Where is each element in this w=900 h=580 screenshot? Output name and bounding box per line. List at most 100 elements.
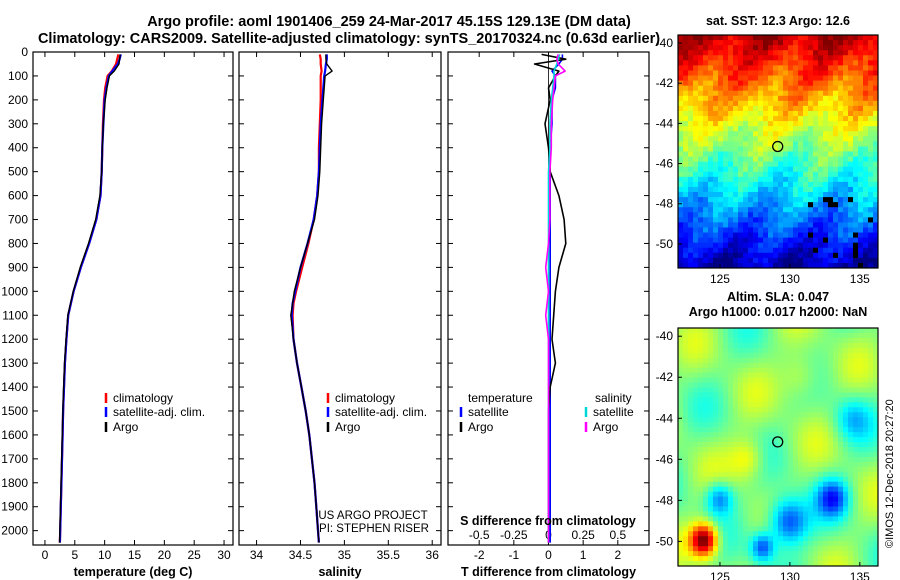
map-cell: [828, 387, 834, 393]
map-cell: [698, 95, 704, 102]
map-cell: [768, 60, 774, 66]
map-cell: [763, 496, 769, 502]
map-cell: [808, 121, 814, 127]
map-cell: [693, 437, 699, 443]
map-cell: [823, 110, 829, 117]
map-cell: [863, 197, 869, 203]
map-cell: [788, 422, 794, 428]
map-cell: [803, 506, 809, 512]
map-cell: [763, 247, 769, 254]
map-cell: [758, 427, 764, 433]
map-cell: [848, 382, 854, 388]
map-cell: [833, 242, 839, 249]
map-cell: [733, 342, 739, 349]
map-cell: [818, 65, 824, 71]
map-cell: [733, 116, 739, 122]
map-cell: [838, 451, 844, 458]
map-cell: [828, 105, 834, 112]
map-cell: [688, 332, 694, 339]
map-cell: [688, 536, 694, 542]
map-cell: [773, 151, 779, 157]
map-cell: [763, 136, 769, 142]
map-cell: [808, 247, 814, 254]
map-cell: [713, 461, 719, 468]
map-cell: [698, 437, 704, 443]
map-cell: [823, 105, 829, 112]
map-cell: [863, 262, 869, 269]
map-cell: [863, 362, 869, 369]
map-cell: [838, 347, 844, 354]
map-cell: [718, 176, 724, 183]
map-cell: [688, 75, 694, 81]
map-cell: [718, 50, 724, 56]
map-frame: [677, 327, 879, 567]
map-cell: [848, 100, 854, 107]
map-cell: [788, 367, 794, 374]
map-cell: [688, 100, 694, 107]
map-cell: [758, 501, 764, 507]
map-cell: [698, 496, 704, 502]
map-cell: [733, 541, 739, 547]
map-cell: [818, 551, 824, 557]
map-cell: [728, 166, 734, 173]
map-cell: [688, 357, 694, 364]
map-cell: [778, 116, 784, 122]
map-cell: [858, 496, 864, 502]
map-cell: [788, 442, 794, 448]
map-cell: [803, 427, 809, 433]
map-cell: [833, 427, 839, 433]
map-cell: [743, 526, 749, 532]
map-cell: [808, 262, 814, 269]
map-cell: [683, 232, 689, 239]
map-cell: [683, 126, 689, 132]
map-cell: [708, 432, 714, 438]
map-y-tick-label: -46: [656, 452, 674, 466]
map-cell: [753, 491, 759, 497]
map-cell: [773, 55, 779, 61]
map-cell: [813, 347, 819, 354]
map-cell: [818, 471, 824, 478]
map-cell: [823, 232, 829, 239]
map-cell: [798, 232, 804, 239]
map-cell: [793, 526, 799, 532]
map-cell: [773, 417, 779, 423]
map-cell: [683, 506, 689, 512]
map-cell: [783, 181, 789, 188]
map-cell: [733, 85, 739, 92]
map-cell: [843, 367, 849, 374]
map-cell: [688, 437, 694, 443]
map-cell: [758, 192, 764, 198]
map-cell: [818, 146, 824, 152]
map-cell: [703, 126, 709, 132]
map-cell: [728, 367, 734, 374]
map-cell: [868, 156, 874, 163]
map-cell: [833, 222, 839, 228]
map-cell: [688, 422, 694, 428]
map-cell: [698, 456, 704, 463]
map-cell: [778, 347, 784, 354]
map-cell: [833, 392, 839, 398]
map-cell: [808, 116, 814, 122]
map-cell: [803, 501, 809, 507]
map-cell: [678, 372, 684, 378]
map-cell: [733, 556, 739, 562]
map-cell: [738, 55, 744, 61]
map-cell: [683, 131, 689, 137]
map-cell: [703, 506, 709, 512]
map-cell: [813, 332, 819, 339]
map-cell: [823, 116, 829, 122]
map-cell: [803, 197, 809, 203]
map-cell: [768, 262, 774, 269]
map-cell: [828, 556, 834, 562]
map-cell: [733, 362, 739, 369]
map-cell: [843, 181, 849, 188]
map-cell: [808, 60, 814, 66]
map-cell: [868, 561, 874, 567]
map-cell: [783, 207, 789, 213]
map-cell: [718, 501, 724, 507]
map-cell: [708, 486, 714, 493]
map-cell: [723, 362, 729, 369]
map-cell: [683, 352, 689, 359]
map-cell: [708, 491, 714, 497]
map-cell: [813, 232, 819, 239]
